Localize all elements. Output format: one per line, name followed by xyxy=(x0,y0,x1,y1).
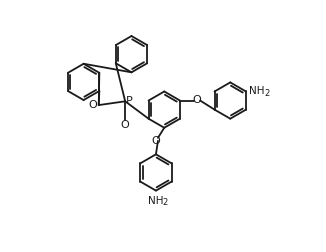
Text: NH: NH xyxy=(249,86,264,97)
Text: O: O xyxy=(89,100,97,110)
Text: O: O xyxy=(192,95,201,105)
Text: NH: NH xyxy=(148,196,164,206)
Text: P: P xyxy=(126,96,132,106)
Text: O: O xyxy=(151,136,160,146)
Text: 2: 2 xyxy=(264,89,270,98)
Text: O: O xyxy=(121,120,129,130)
Text: 2: 2 xyxy=(162,198,168,207)
